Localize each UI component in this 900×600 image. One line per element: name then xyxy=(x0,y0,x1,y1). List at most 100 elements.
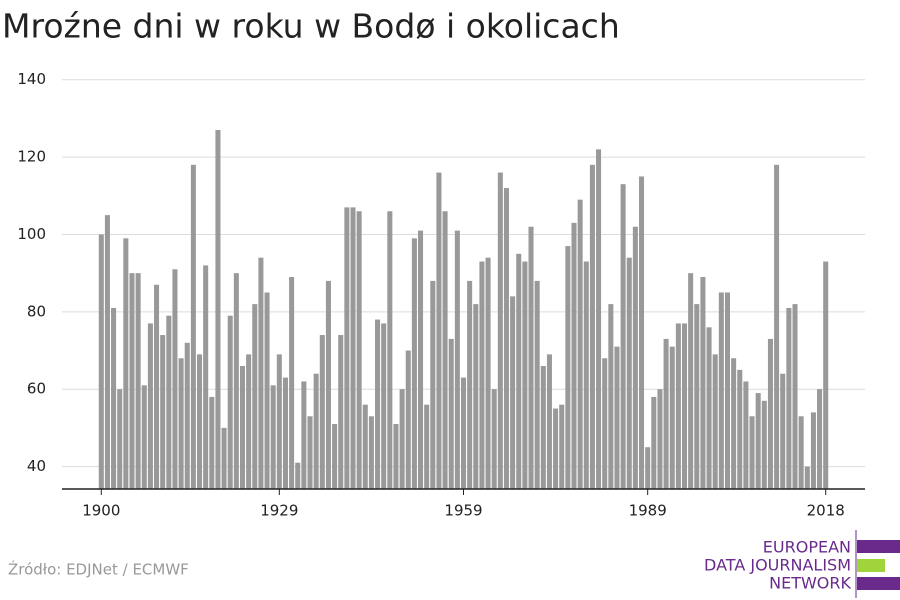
logo-bar xyxy=(857,577,900,590)
bar xyxy=(522,261,528,489)
bar xyxy=(154,284,160,489)
bar xyxy=(411,238,417,489)
bar xyxy=(270,385,276,489)
bar xyxy=(344,207,350,489)
bar xyxy=(534,280,540,489)
bar xyxy=(393,424,399,489)
bar xyxy=(546,354,552,489)
bar xyxy=(215,130,221,490)
y-tick-label: 140 xyxy=(17,70,46,88)
bar xyxy=(639,176,645,489)
bar xyxy=(510,296,516,489)
bar xyxy=(381,323,387,489)
bar xyxy=(258,257,264,489)
bar xyxy=(301,381,307,489)
bar xyxy=(497,172,503,489)
bar xyxy=(479,261,485,489)
bar xyxy=(184,342,190,489)
bar xyxy=(111,307,117,489)
bar xyxy=(571,222,577,489)
bar xyxy=(583,261,589,489)
bar xyxy=(823,261,829,489)
bar xyxy=(743,381,749,489)
bar xyxy=(577,199,583,489)
bar xyxy=(325,280,331,489)
bar xyxy=(399,389,405,489)
logo-text: EUROPEAN xyxy=(763,538,851,557)
bar xyxy=(718,292,724,489)
x-tick-label: 1900 xyxy=(82,502,120,520)
bar xyxy=(129,273,135,489)
bar xyxy=(780,373,786,489)
y-tick-label: 100 xyxy=(17,225,46,243)
bar xyxy=(203,265,209,489)
bar xyxy=(528,226,534,489)
bar xyxy=(620,184,626,489)
source: Źródło: EDJNet / ECMWF xyxy=(8,560,189,579)
bar xyxy=(657,389,663,489)
y-tick-label: 60 xyxy=(27,380,46,398)
bar xyxy=(669,346,675,489)
bar xyxy=(503,188,509,490)
bar xyxy=(147,323,153,489)
bar xyxy=(160,335,166,489)
bar xyxy=(209,396,215,489)
bar xyxy=(454,230,460,490)
bar xyxy=(239,365,246,489)
bar xyxy=(565,246,571,489)
bar xyxy=(817,389,823,489)
bar xyxy=(356,211,362,490)
bar xyxy=(724,292,731,489)
bar xyxy=(252,304,258,489)
bar xyxy=(172,269,178,489)
x-tick-label: 1959 xyxy=(444,502,482,520)
bar xyxy=(688,273,694,489)
bar xyxy=(700,277,706,489)
bar xyxy=(792,304,798,489)
bar xyxy=(178,358,184,489)
bar xyxy=(418,230,424,490)
bar xyxy=(448,338,454,489)
bar xyxy=(332,424,338,489)
bar xyxy=(368,416,374,489)
bar xyxy=(737,369,743,489)
bar xyxy=(424,404,430,489)
bar xyxy=(387,211,393,490)
bar xyxy=(473,304,479,489)
bar xyxy=(227,315,233,489)
x-tick-label: 1989 xyxy=(629,502,667,520)
x-tick-label: 1929 xyxy=(260,502,298,520)
bar xyxy=(645,447,651,489)
bar xyxy=(190,164,196,489)
bar xyxy=(675,323,681,489)
bar xyxy=(810,412,816,489)
bar xyxy=(798,416,804,489)
bar xyxy=(540,365,546,489)
bar xyxy=(430,280,436,489)
bar xyxy=(755,393,761,489)
bar xyxy=(731,358,737,489)
bar xyxy=(233,273,239,489)
chart-title: Mroźne dni w roku w Bodø i okolicach xyxy=(2,7,620,46)
bar xyxy=(804,466,810,489)
y-tick-label: 80 xyxy=(27,302,46,320)
bar xyxy=(632,226,638,489)
bar xyxy=(516,253,522,489)
bar xyxy=(786,307,792,489)
bar xyxy=(338,335,344,489)
bar xyxy=(460,377,467,489)
bar xyxy=(405,350,411,489)
bar xyxy=(123,238,129,489)
bar xyxy=(767,338,773,489)
bar xyxy=(694,304,700,489)
bar xyxy=(706,327,712,489)
bar xyxy=(141,385,147,489)
bar xyxy=(485,257,491,489)
bar xyxy=(614,346,620,489)
logo-bar xyxy=(857,559,885,572)
bar xyxy=(553,408,559,489)
bar xyxy=(282,377,288,489)
bar xyxy=(436,172,442,489)
bar xyxy=(761,400,767,489)
